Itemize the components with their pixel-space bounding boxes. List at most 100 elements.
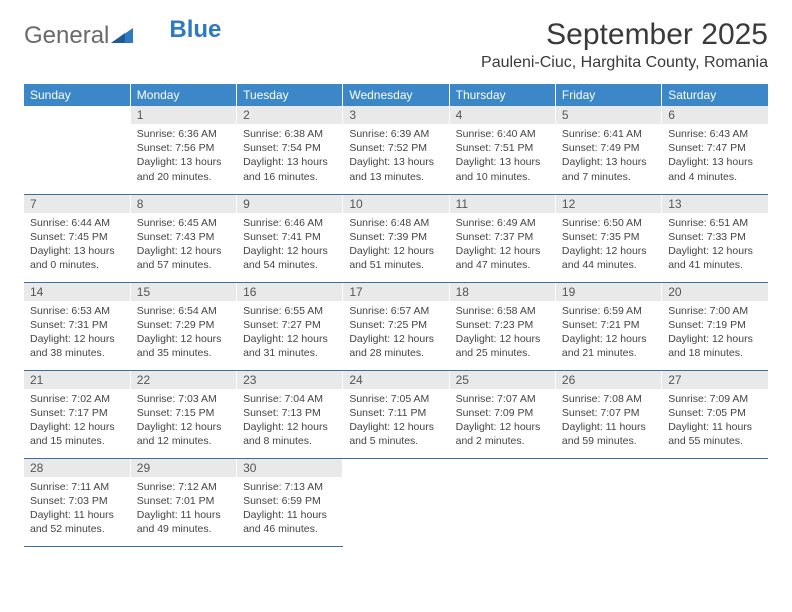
day-number: 15: [131, 283, 236, 301]
day-number: 25: [450, 371, 555, 389]
day-details: Sunrise: 6:59 AMSunset: 7:21 PMDaylight:…: [556, 301, 661, 365]
day-details: Sunrise: 7:04 AMSunset: 7:13 PMDaylight:…: [237, 389, 342, 453]
calendar-day-cell: 15Sunrise: 6:54 AMSunset: 7:29 PMDayligh…: [130, 282, 236, 370]
calendar-day-cell: 9Sunrise: 6:46 AMSunset: 7:41 PMDaylight…: [237, 194, 343, 282]
day-number: 5: [556, 106, 661, 124]
day-number: 30: [237, 459, 342, 477]
logo-text-blue: Blue: [169, 16, 221, 44]
day-number: 8: [131, 195, 236, 213]
day-number: 11: [450, 195, 555, 213]
calendar-day-cell: 1Sunrise: 6:36 AMSunset: 7:56 PMDaylight…: [130, 106, 236, 194]
calendar-week-row: 21Sunrise: 7:02 AMSunset: 7:17 PMDayligh…: [24, 370, 768, 458]
day-number: 20: [662, 283, 768, 301]
weekday-header: Thursday: [449, 84, 555, 106]
day-number: 26: [556, 371, 661, 389]
day-number: 27: [662, 371, 768, 389]
day-details: Sunrise: 6:39 AMSunset: 7:52 PMDaylight:…: [343, 124, 448, 188]
day-number: 1: [131, 106, 236, 124]
calendar-week-row: 1Sunrise: 6:36 AMSunset: 7:56 PMDaylight…: [24, 106, 768, 194]
calendar-day-cell: 19Sunrise: 6:59 AMSunset: 7:21 PMDayligh…: [555, 282, 661, 370]
calendar-day-cell: 17Sunrise: 6:57 AMSunset: 7:25 PMDayligh…: [343, 282, 449, 370]
calendar-day-cell: 6Sunrise: 6:43 AMSunset: 7:47 PMDaylight…: [662, 106, 768, 194]
day-details: Sunrise: 6:49 AMSunset: 7:37 PMDaylight:…: [450, 213, 555, 277]
day-number: 9: [237, 195, 342, 213]
day-details: Sunrise: 7:02 AMSunset: 7:17 PMDaylight:…: [24, 389, 130, 453]
calendar-day-cell: 22Sunrise: 7:03 AMSunset: 7:15 PMDayligh…: [130, 370, 236, 458]
day-details: Sunrise: 6:46 AMSunset: 7:41 PMDaylight:…: [237, 213, 342, 277]
calendar-day-cell: 18Sunrise: 6:58 AMSunset: 7:23 PMDayligh…: [449, 282, 555, 370]
weekday-header: Tuesday: [237, 84, 343, 106]
day-details: Sunrise: 6:53 AMSunset: 7:31 PMDaylight:…: [24, 301, 130, 365]
logo-triangle-icon: [111, 22, 133, 50]
calendar-day-cell: 14Sunrise: 6:53 AMSunset: 7:31 PMDayligh…: [24, 282, 130, 370]
day-details: Sunrise: 6:48 AMSunset: 7:39 PMDaylight:…: [343, 213, 448, 277]
day-details: Sunrise: 6:40 AMSunset: 7:51 PMDaylight:…: [450, 124, 555, 188]
day-details: Sunrise: 7:08 AMSunset: 7:07 PMDaylight:…: [556, 389, 661, 453]
calendar-day-cell: 24Sunrise: 7:05 AMSunset: 7:11 PMDayligh…: [343, 370, 449, 458]
calendar-day-cell: 3Sunrise: 6:39 AMSunset: 7:52 PMDaylight…: [343, 106, 449, 194]
day-details: Sunrise: 7:12 AMSunset: 7:01 PMDaylight:…: [131, 477, 236, 541]
calendar-day-cell: 29Sunrise: 7:12 AMSunset: 7:01 PMDayligh…: [130, 458, 236, 546]
day-details: Sunrise: 6:36 AMSunset: 7:56 PMDaylight:…: [131, 124, 236, 188]
calendar-day-cell: 13Sunrise: 6:51 AMSunset: 7:33 PMDayligh…: [662, 194, 768, 282]
day-number: 22: [131, 371, 236, 389]
day-details: Sunrise: 6:50 AMSunset: 7:35 PMDaylight:…: [556, 213, 661, 277]
weekday-header: Monday: [130, 84, 236, 106]
calendar-day-cell: 25Sunrise: 7:07 AMSunset: 7:09 PMDayligh…: [449, 370, 555, 458]
calendar-week-row: 28Sunrise: 7:11 AMSunset: 7:03 PMDayligh…: [24, 458, 768, 546]
day-details: Sunrise: 6:45 AMSunset: 7:43 PMDaylight:…: [131, 213, 236, 277]
day-number: 12: [556, 195, 661, 213]
calendar-day-cell: 28Sunrise: 7:11 AMSunset: 7:03 PMDayligh…: [24, 458, 130, 546]
calendar-day-cell: 27Sunrise: 7:09 AMSunset: 7:05 PMDayligh…: [662, 370, 768, 458]
day-details: Sunrise: 6:55 AMSunset: 7:27 PMDaylight:…: [237, 301, 342, 365]
calendar-day-cell: 16Sunrise: 6:55 AMSunset: 7:27 PMDayligh…: [237, 282, 343, 370]
day-details: Sunrise: 7:09 AMSunset: 7:05 PMDaylight:…: [662, 389, 768, 453]
calendar-day-cell: 2Sunrise: 6:38 AMSunset: 7:54 PMDaylight…: [237, 106, 343, 194]
location-subtitle: Pauleni-Ciuc, Harghita County, Romania: [481, 54, 768, 72]
day-number: 2: [237, 106, 342, 124]
day-number: 21: [24, 371, 130, 389]
day-number: 17: [343, 283, 448, 301]
calendar-day-cell: [662, 458, 768, 546]
calendar-week-row: 7Sunrise: 6:44 AMSunset: 7:45 PMDaylight…: [24, 194, 768, 282]
day-details: Sunrise: 7:07 AMSunset: 7:09 PMDaylight:…: [450, 389, 555, 453]
day-details: Sunrise: 7:03 AMSunset: 7:15 PMDaylight:…: [131, 389, 236, 453]
logo-text-general: General: [24, 22, 109, 50]
day-details: Sunrise: 7:05 AMSunset: 7:11 PMDaylight:…: [343, 389, 448, 453]
calendar-day-cell: [343, 458, 449, 546]
calendar-table: SundayMondayTuesdayWednesdayThursdayFrid…: [24, 84, 768, 547]
calendar-day-cell: 21Sunrise: 7:02 AMSunset: 7:17 PMDayligh…: [24, 370, 130, 458]
calendar-day-cell: 23Sunrise: 7:04 AMSunset: 7:13 PMDayligh…: [237, 370, 343, 458]
day-details: Sunrise: 6:41 AMSunset: 7:49 PMDaylight:…: [556, 124, 661, 188]
weekday-header: Saturday: [662, 84, 768, 106]
day-details: Sunrise: 6:58 AMSunset: 7:23 PMDaylight:…: [450, 301, 555, 365]
calendar-day-cell: 30Sunrise: 7:13 AMSunset: 6:59 PMDayligh…: [237, 458, 343, 546]
day-number: 13: [662, 195, 768, 213]
calendar-day-cell: 26Sunrise: 7:08 AMSunset: 7:07 PMDayligh…: [555, 370, 661, 458]
logo: General Blue: [24, 22, 221, 50]
calendar-day-cell: 5Sunrise: 6:41 AMSunset: 7:49 PMDaylight…: [555, 106, 661, 194]
day-details: Sunrise: 6:44 AMSunset: 7:45 PMDaylight:…: [24, 213, 130, 277]
calendar-day-cell: 20Sunrise: 7:00 AMSunset: 7:19 PMDayligh…: [662, 282, 768, 370]
day-details: Sunrise: 6:38 AMSunset: 7:54 PMDaylight:…: [237, 124, 342, 188]
day-number: 28: [24, 459, 130, 477]
calendar-day-cell: 4Sunrise: 6:40 AMSunset: 7:51 PMDaylight…: [449, 106, 555, 194]
day-number: 29: [131, 459, 236, 477]
day-number: 6: [662, 106, 768, 124]
day-details: Sunrise: 7:13 AMSunset: 6:59 PMDaylight:…: [237, 477, 342, 541]
day-details: Sunrise: 6:54 AMSunset: 7:29 PMDaylight:…: [131, 301, 236, 365]
day-details: Sunrise: 6:51 AMSunset: 7:33 PMDaylight:…: [662, 213, 768, 277]
calendar-day-cell: 7Sunrise: 6:44 AMSunset: 7:45 PMDaylight…: [24, 194, 130, 282]
day-number: 24: [343, 371, 448, 389]
day-details: Sunrise: 6:57 AMSunset: 7:25 PMDaylight:…: [343, 301, 448, 365]
day-number: 16: [237, 283, 342, 301]
calendar-day-cell: 8Sunrise: 6:45 AMSunset: 7:43 PMDaylight…: [130, 194, 236, 282]
weekday-header-row: SundayMondayTuesdayWednesdayThursdayFrid…: [24, 84, 768, 106]
weekday-header: Sunday: [24, 84, 130, 106]
calendar-day-cell: [24, 106, 130, 194]
day-details: Sunrise: 7:00 AMSunset: 7:19 PMDaylight:…: [662, 301, 768, 365]
day-details: Sunrise: 7:11 AMSunset: 7:03 PMDaylight:…: [24, 477, 130, 541]
page-title: September 2025: [481, 18, 768, 52]
day-number: 4: [450, 106, 555, 124]
calendar-day-cell: 10Sunrise: 6:48 AMSunset: 7:39 PMDayligh…: [343, 194, 449, 282]
